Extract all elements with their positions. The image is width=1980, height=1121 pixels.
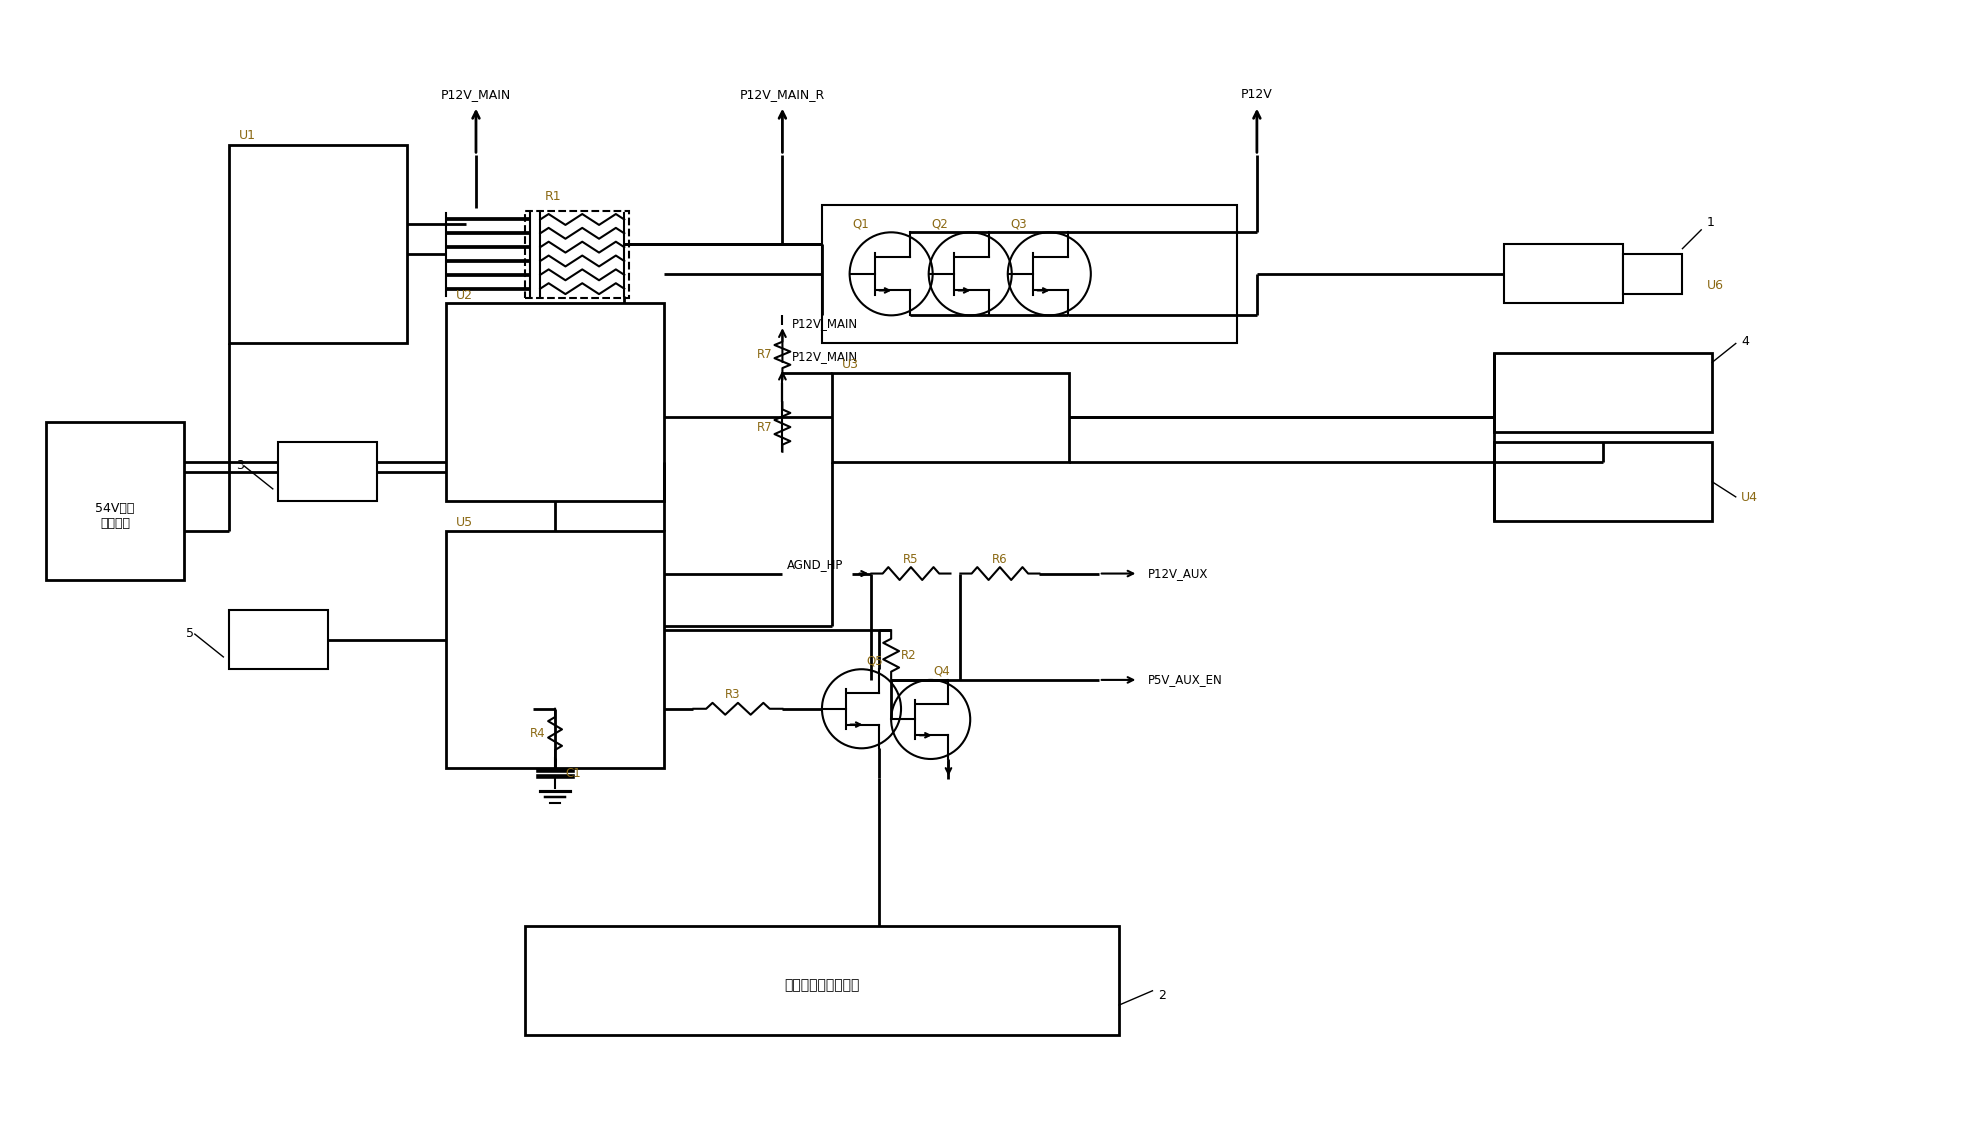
Text: R2: R2	[901, 649, 917, 661]
Text: R4: R4	[529, 728, 545, 740]
Text: Q4: Q4	[935, 665, 950, 678]
Text: R7: R7	[756, 349, 772, 361]
Text: C1: C1	[564, 767, 580, 779]
Bar	[832, 372, 1069, 462]
Bar	[46, 423, 184, 581]
Text: R6: R6	[992, 553, 1008, 566]
Bar	[525, 926, 1119, 1035]
Text: 5: 5	[186, 627, 194, 640]
Text: U6: U6	[1707, 279, 1725, 293]
Text: U3: U3	[842, 358, 859, 371]
Bar	[230, 610, 329, 669]
Text: 54V外部
供电电源: 54V外部 供电电源	[95, 502, 135, 530]
Text: 第二待供电功能组件: 第二待供电功能组件	[784, 979, 859, 992]
Text: AGND_HP: AGND_HP	[788, 557, 843, 571]
Text: U2: U2	[455, 288, 473, 302]
Text: Q3: Q3	[1010, 217, 1028, 230]
Bar	[446, 531, 663, 768]
Text: P12V: P12V	[1241, 87, 1273, 101]
Bar	[1495, 353, 1711, 432]
Text: P12V_MAIN: P12V_MAIN	[792, 350, 859, 363]
Text: R5: R5	[903, 553, 919, 566]
Text: R3: R3	[725, 688, 741, 701]
Bar	[1505, 244, 1624, 304]
Text: P12V_AUX: P12V_AUX	[1148, 567, 1208, 580]
Text: Q2: Q2	[933, 217, 948, 230]
Bar	[525, 211, 630, 297]
Bar	[1495, 442, 1711, 521]
Text: 2: 2	[1158, 989, 1166, 1002]
Text: 3: 3	[236, 460, 244, 472]
Text: R7: R7	[756, 420, 772, 434]
Text: P5V_AUX_EN: P5V_AUX_EN	[1148, 674, 1224, 686]
Text: U4: U4	[1740, 491, 1758, 503]
Text: P12V_MAIN_R: P12V_MAIN_R	[741, 87, 826, 101]
Text: Q5: Q5	[867, 655, 883, 667]
Text: 1: 1	[1707, 216, 1715, 230]
Text: P12V_MAIN: P12V_MAIN	[442, 87, 511, 101]
Text: R1: R1	[544, 189, 562, 203]
Text: U1: U1	[240, 129, 255, 142]
Bar	[822, 205, 1238, 343]
Text: 4: 4	[1740, 335, 1748, 348]
Bar	[230, 146, 406, 343]
Bar	[1624, 254, 1681, 294]
Text: U5: U5	[455, 516, 473, 529]
Bar	[446, 304, 663, 501]
Text: P12V_MAIN: P12V_MAIN	[792, 317, 859, 331]
Text: Q1: Q1	[853, 217, 869, 230]
Bar	[279, 442, 376, 501]
